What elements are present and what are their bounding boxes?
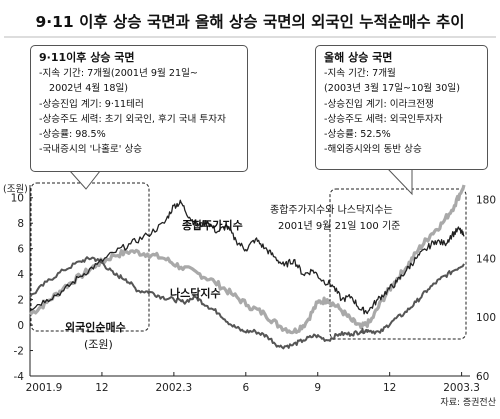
right-axis-ticks: 180 140 100 60 (476, 195, 496, 383)
left-tick-label: -4 (14, 371, 25, 383)
x-tick-label: 2002.3 (155, 382, 192, 394)
annotation-line: (2003년 3월 17일~10월 30일) (324, 83, 460, 95)
nasdaq-label: 나스닥지수 (170, 286, 221, 300)
series-layer (29, 184, 466, 350)
x-tick-label: 12 (95, 382, 108, 394)
left-tick-label: 6 (17, 244, 24, 256)
foreign-label-line2: (조원) (84, 338, 113, 351)
x-tick-label: 2001.9 (26, 382, 63, 394)
left-tick-label: 2 (17, 295, 24, 307)
x-tick-label: 12 (383, 382, 396, 394)
annotation-line: -상승률: 52.5% (324, 129, 391, 141)
annotation-line: -지속 기간: 7개월(2001년 9월 21일~ (39, 68, 198, 80)
right-tick-label: 100 (476, 312, 496, 324)
right-tick-label: 140 (476, 253, 496, 265)
annotation-line: -국내증시의 '나홀로' 상승 (39, 144, 143, 156)
annotation-line: -지속 기간: 7개월 (324, 68, 396, 80)
annotation-heading: 9·11이후 상승 국면 (39, 51, 135, 64)
annotation-line: -상승주도 세력: 외국인투자자 (324, 113, 443, 125)
annotation-line: 2002년 4월 18일) (49, 83, 129, 95)
annotation-box-2003: 올해 상승 국면 -지속 기간: 7개월 (2003년 3월 17일~10월 3… (315, 45, 488, 170)
left-axis-unit: (조원) (3, 184, 28, 195)
base-note-line1: 종합주가지수와 나스닥지수는 (270, 204, 393, 216)
left-tick-label: -2 (14, 346, 24, 358)
series-line-foreign (29, 256, 465, 350)
period-highlight-2001 (30, 182, 150, 332)
annotation-line: -상승진입 계기: 이라크전쟁 (324, 98, 434, 110)
callout-pointer-left (68, 170, 102, 190)
base-note-line2: 2001년 9월 21일 100 기준 (278, 220, 400, 232)
left-tick-label: 8 (17, 218, 24, 230)
annotation-line: -상승진입 계기: 9·11테러 (39, 98, 144, 110)
left-tick-label: 4 (17, 269, 24, 281)
chart-title: 9·11 이후 상승 국면과 올해 상승 국면의 외국인 누적순매수 추이 (35, 12, 464, 31)
foreign-label-line1: 외국인순매수 (65, 320, 126, 334)
left-tick-label: 0 (17, 320, 24, 332)
annotation-box-2001: 9·11이후 상승 국면 -지속 기간: 7개월(2001년 9월 21일~ 2… (30, 45, 248, 172)
series-line-nasdaq (29, 184, 466, 335)
source-note: 자료: 증권전산 (440, 396, 496, 408)
right-tick-label: 60 (476, 371, 489, 383)
annotation-heading: 올해 상승 국면 (324, 51, 393, 64)
left-tick-label: 10 (11, 193, 24, 205)
period-highlight-2003 (329, 188, 467, 340)
callout-pointer-right (386, 168, 413, 196)
x-tick-label: 9 (314, 382, 321, 394)
annotation-line: -상승주도 세력: 초기 외국인, 후기 국내 투자자 (39, 113, 226, 125)
series-line-kospi (29, 199, 465, 315)
annotation-line: -해외증시와의 동반 상승 (324, 144, 422, 156)
kospi-label: 종합주가지수 (182, 218, 243, 232)
x-tick-label: 6 (242, 382, 249, 394)
annotation-line: -상승률: 98.5% (39, 129, 106, 141)
right-tick-label: 180 (476, 195, 496, 207)
x-tick-label: 2003.3 (443, 382, 480, 394)
